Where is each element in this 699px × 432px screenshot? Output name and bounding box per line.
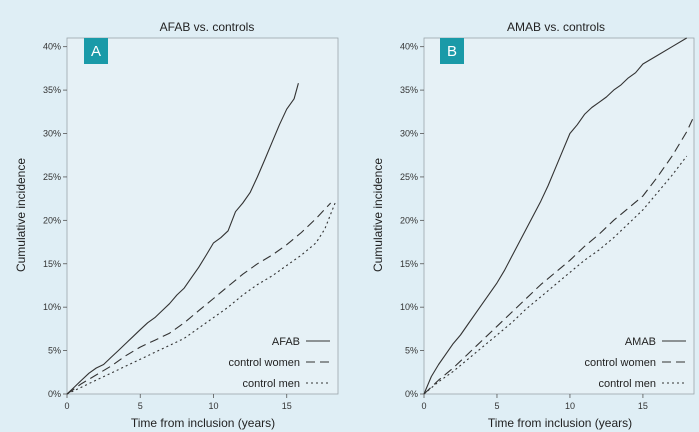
panel-a-legend-label-afab: AFAB [272, 336, 300, 348]
panel-a-series-line-control-men [66, 202, 336, 395]
panel-b-y-tick-label: 15% [400, 259, 418, 269]
panel-b-series-line-control-men [423, 155, 688, 395]
panel-a-x-tick-label: 0 [64, 401, 69, 411]
panel-b-y-tick-label: 10% [400, 302, 418, 312]
panel-a-x-tick-label: 15 [282, 401, 292, 411]
panel-b-legend-label-amab: AMAB [625, 336, 656, 348]
panel-b-x-tick-label: 5 [494, 401, 499, 411]
panel-b-y-axis-title: Cumulative incidence [371, 158, 385, 272]
panel-b-title: AMAB vs. controls [507, 20, 605, 34]
panel-a-y-tick-label: 35% [43, 85, 61, 95]
panel-a-y-tick-label: 5% [48, 346, 61, 356]
panel-b-x-axis-title: Time from inclusion (years) [488, 416, 632, 430]
panel-b-legend-label-control-women: control women [584, 357, 656, 369]
panel-a-x-tick-label: 5 [138, 401, 143, 411]
panel-a-label-badge [84, 38, 108, 64]
panel-b-plot: 0% 5% 10% 15% 20% 25% 30% 35% 40% 0 5 10 15 AMAB contr… [400, 37, 695, 411]
panel-b-legend-label-control-men: control men [599, 378, 656, 390]
panel-b-y-tick-label: 40% [400, 42, 418, 52]
panel-a-y-tick-label: 10% [43, 302, 61, 312]
panel-a-legend-label-control-women: control women [228, 357, 300, 369]
panel-b-x-tick-label: 10 [565, 401, 575, 411]
panel-b-y-tick-label: 0% [405, 389, 418, 399]
panel-b-y-tick-label: 35% [400, 85, 418, 95]
panel-b-y-tick-label: 5% [405, 346, 418, 356]
panel-a-y-tick-label: 0% [48, 389, 61, 399]
panel-a-y-tick-label: 20% [43, 215, 61, 225]
panel-b-series-line-control-women [423, 115, 695, 395]
panel-b-y-tick-label: 25% [400, 172, 418, 182]
panel-a-title: AFAB vs. controls [160, 20, 255, 34]
panel-a-label-badge-text: A [91, 43, 101, 60]
panel-a-x-axis-title: Time from inclusion (years) [131, 416, 275, 430]
panel-a-plot: 0% 5% 10% 15% 20% 25% 30% 35% 40% 0 5 10 15 AFAB contr… [43, 37, 339, 411]
panel-b-x-tick-label: 15 [638, 401, 648, 411]
panel-a-series-line-control-women [66, 202, 332, 395]
panel-a-y-tick-label: 40% [43, 42, 61, 52]
panel-a-y-axis-title: Cumulative incidence [14, 158, 28, 272]
panel-b-series-line-amab [423, 37, 687, 395]
panel-b-y-tick-label: 20% [400, 215, 418, 225]
panel-a-x-tick-label: 10 [208, 401, 218, 411]
panel-a: AFAB vs. controls Time from inclusion (y… [14, 20, 275, 430]
panel-b-label-badge [440, 38, 464, 64]
panel-b-label-badge-text: B [447, 43, 457, 60]
panel-a-plot-area [66, 37, 339, 395]
panel-b-plot-area [423, 37, 695, 395]
panel-b: AMAB vs. controls Time from inclusion (y… [371, 20, 632, 430]
panel-a-legend-label-control-men: control men [243, 378, 300, 390]
panel-a-series-line-afab [66, 83, 299, 395]
panel-a-y-tick-label: 15% [43, 259, 61, 269]
panel-b-x-tick-label: 0 [421, 401, 426, 411]
panel-a-y-tick-label: 25% [43, 172, 61, 182]
panel-b-y-tick-label: 30% [400, 129, 418, 139]
panel-a-y-tick-label: 30% [43, 129, 61, 139]
